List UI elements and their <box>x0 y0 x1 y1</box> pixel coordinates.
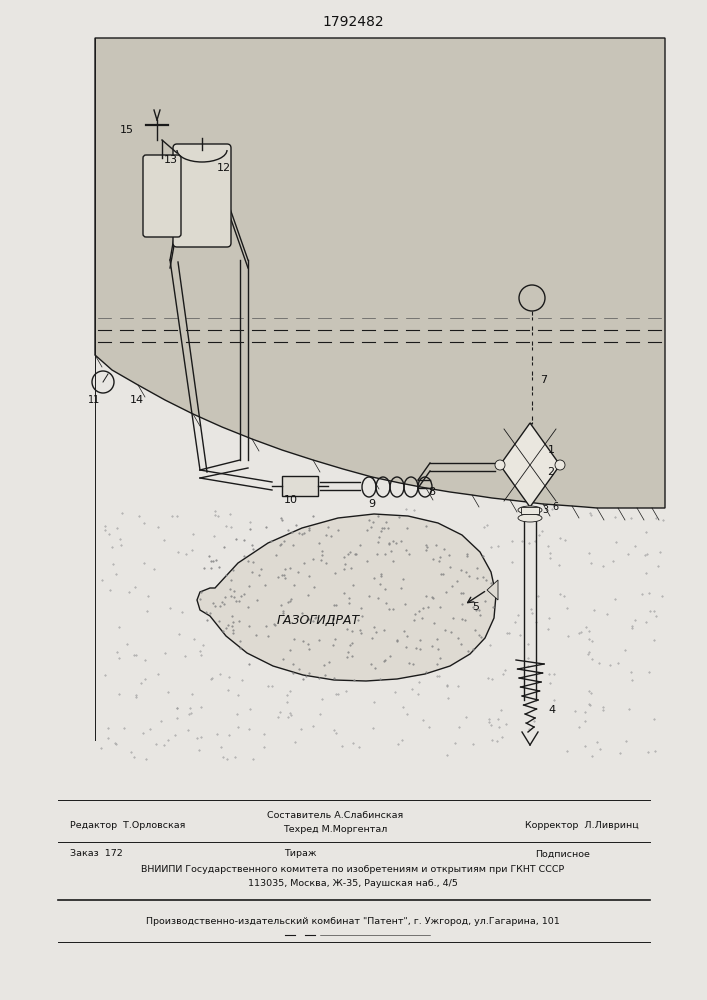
Text: 13: 13 <box>164 155 178 165</box>
Polygon shape <box>500 423 560 507</box>
Circle shape <box>495 460 505 470</box>
Text: ГАЗОГИДРАТ: ГАЗОГИДРАТ <box>276 613 360 626</box>
Ellipse shape <box>518 506 542 514</box>
FancyBboxPatch shape <box>143 155 181 237</box>
Text: Заказ  172: Заказ 172 <box>70 850 123 858</box>
Polygon shape <box>95 38 665 508</box>
Text: Производственно-издательский комбинат "Патент", г. Ужгород, ул.Гагарина, 101: Производственно-издательский комбинат "П… <box>146 918 560 926</box>
Text: 1792482: 1792482 <box>322 15 384 29</box>
Bar <box>282 476 318 496</box>
Text: 7: 7 <box>540 375 547 385</box>
Bar <box>521 507 539 514</box>
Text: 12: 12 <box>217 163 231 173</box>
Text: Подписное: Подписное <box>535 850 590 858</box>
Text: Составитель А.Слабинская: Составитель А.Слабинская <box>267 812 403 820</box>
Text: 6: 6 <box>552 502 558 512</box>
Polygon shape <box>487 580 498 600</box>
Polygon shape <box>197 514 496 681</box>
Text: Тираж: Тираж <box>284 850 316 858</box>
Text: 5: 5 <box>472 602 479 612</box>
Text: 9: 9 <box>368 499 375 509</box>
Text: 10: 10 <box>284 495 298 505</box>
Text: 14: 14 <box>130 395 144 405</box>
Text: 3: 3 <box>542 505 548 515</box>
Text: 113035, Москва, Ж-35, Раушская наб., 4/5: 113035, Москва, Ж-35, Раушская наб., 4/5 <box>248 880 458 888</box>
Text: 11: 11 <box>88 395 100 405</box>
Text: 1: 1 <box>548 445 555 455</box>
Ellipse shape <box>518 514 542 522</box>
Text: 8: 8 <box>428 487 435 497</box>
Text: 2: 2 <box>547 467 554 477</box>
Text: ВНИИПИ Государственного комитета по изобретениям и открытиям при ГКНТ СССР: ВНИИПИ Государственного комитета по изоб… <box>141 865 565 874</box>
Circle shape <box>555 460 565 470</box>
Text: 15: 15 <box>120 125 134 135</box>
Text: 4: 4 <box>548 705 555 715</box>
Text: Корректор  Л.Ливринц: Корректор Л.Ливринц <box>525 822 639 830</box>
Text: Техред М.Моргентал: Техред М.Моргентал <box>283 826 387 834</box>
Text: Редактор  Т.Орловская: Редактор Т.Орловская <box>70 822 185 830</box>
FancyBboxPatch shape <box>173 144 231 247</box>
